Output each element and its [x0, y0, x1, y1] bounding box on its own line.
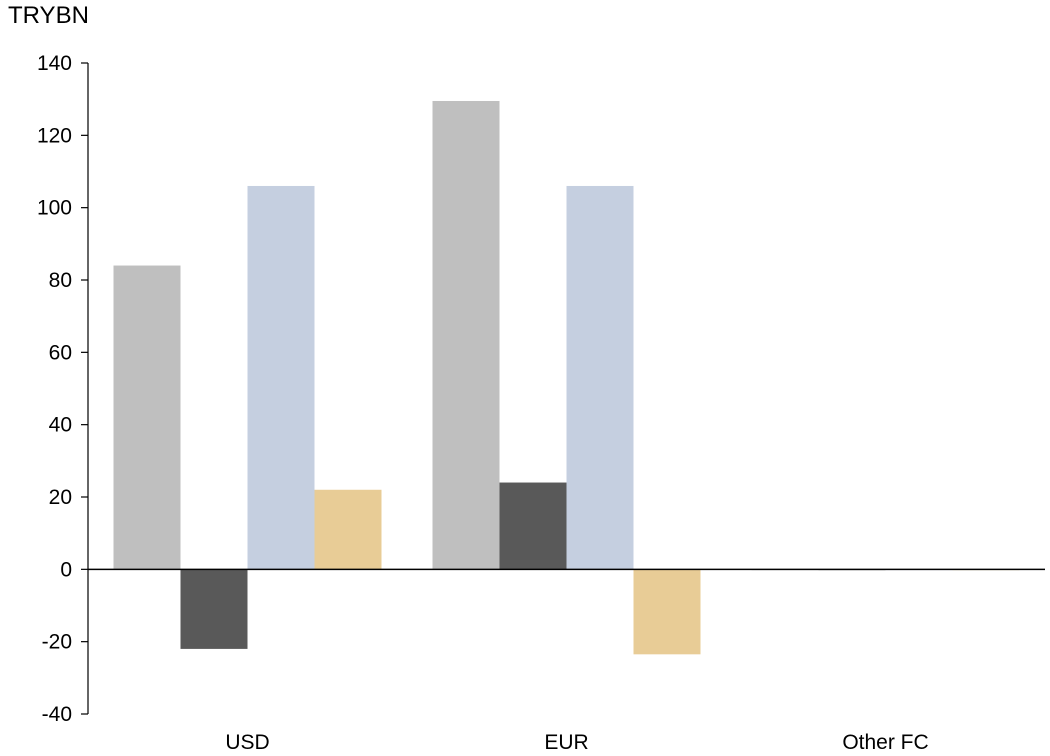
bar-usd-s2: [180, 569, 248, 649]
y-tick-label: -20: [42, 631, 72, 654]
bar-usd-s1: [113, 265, 181, 570]
bar-eur-s1: [432, 100, 500, 570]
y-tick-label: 0: [60, 558, 72, 581]
y-axis-ticks: -40 -20 0 20 40 60 80 100 120 140: [37, 52, 88, 726]
axes: [87, 63, 1045, 714]
bar-eur-s3: [566, 185, 634, 570]
y-tick-label: 100: [37, 197, 72, 220]
y-tick-label: 60: [49, 341, 72, 364]
y-tick-label: 20: [49, 486, 72, 509]
y-tick-label: 140: [37, 52, 72, 75]
bar-usd-s3: [247, 185, 315, 570]
y-tick-label: 40: [49, 414, 72, 437]
y-tick-label: -40: [42, 703, 72, 726]
x-category-label: USD: [225, 731, 269, 754]
y-tick-label: 80: [49, 269, 72, 292]
bar-usd-s4: [314, 489, 382, 570]
bar-eur-s4: [633, 569, 701, 655]
x-axis-labels: USD EUR Other FC: [225, 731, 928, 754]
bars: [113, 100, 1020, 655]
x-category-label: EUR: [544, 731, 588, 754]
bar-eur-s2: [499, 482, 567, 570]
y-unit-label: TRYBN: [8, 2, 89, 29]
y-tick-label: 120: [37, 124, 72, 147]
x-category-label: Other FC: [842, 731, 928, 754]
